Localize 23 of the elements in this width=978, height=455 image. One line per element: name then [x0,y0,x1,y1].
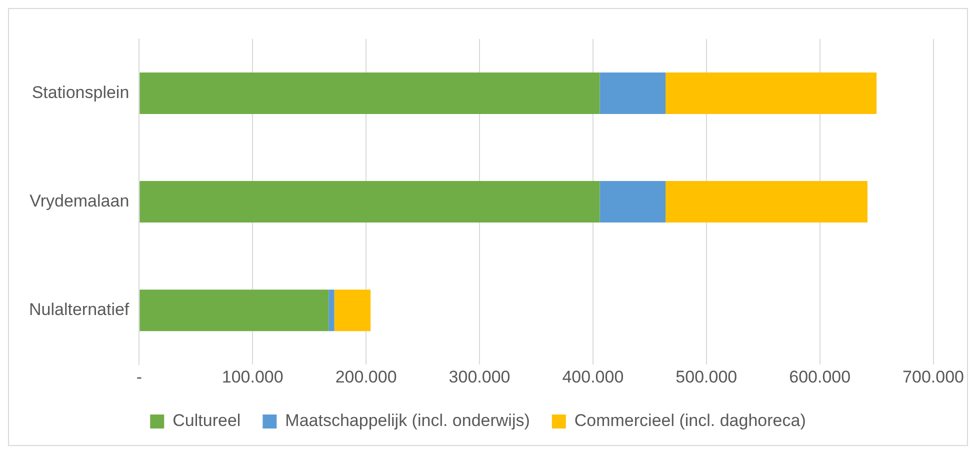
bar [140,72,600,114]
x-tick-label: 100.000 [222,367,284,386]
bar [666,181,868,223]
x-tick-label: 300.000 [448,367,510,386]
x-tick-label: 400.000 [562,367,624,386]
bar [666,72,877,114]
x-tick-label: - [136,367,142,386]
bar [140,181,600,223]
y-tick-label: Stationsplein [32,82,130,102]
bar [600,72,666,114]
bar [328,290,334,332]
bar [334,290,371,332]
x-tick-label: 700.000 [902,367,964,386]
y-tick-label: Vrydemalaan [30,191,130,210]
legend-label: Maatschappelijk (incl. onderwijs) [285,411,530,430]
bar [140,290,329,332]
x-tick-label: 500.000 [676,367,738,386]
y-tick-label: Nulalternatief [28,300,130,320]
legend-label: Cultureel [172,411,241,430]
x-tick-label: 200.000 [335,367,397,386]
bar [600,181,666,223]
x-tick-label: 600.000 [789,367,851,386]
legend-label: Commercieel (incl. daghoreca) [574,411,806,430]
